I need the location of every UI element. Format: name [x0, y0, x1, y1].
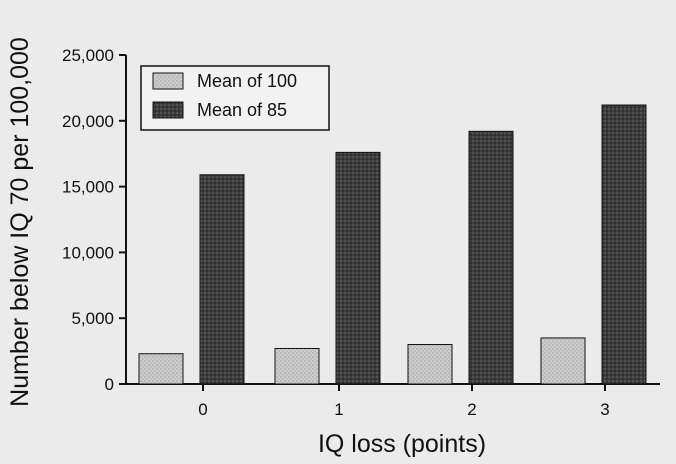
legend: Mean of 100 Mean of 85: [140, 65, 330, 131]
y-ticks: 0 5,000 10,000 15,000 20,000 25,000: [62, 46, 126, 394]
y-axis-title: Number below IQ 70 per 100,000: [6, 37, 34, 407]
x-tick-label: 1: [334, 400, 343, 419]
x-tick-label: 0: [198, 400, 207, 419]
y-tick-label: 0: [105, 375, 114, 394]
bar-mean-100-iq-loss-1: [274, 347, 320, 385]
legend-swatch-mean-100: [152, 72, 184, 90]
y-tick-label: 10,000: [62, 243, 114, 262]
y-tick-label: 20,000: [62, 112, 114, 131]
bars: [138, 104, 647, 385]
bar-mean-100-iq-loss-2: [407, 344, 453, 385]
x-axis-title: IQ loss (points): [318, 430, 486, 458]
x-tick-label: 3: [600, 400, 609, 419]
legend-swatch-mean-85: [152, 101, 184, 119]
y-tick-label: 5,000: [71, 309, 114, 328]
bar-mean-100-iq-loss-0: [138, 353, 184, 385]
legend-label-mean-100: Mean of 100: [197, 71, 297, 91]
bar-mean-85-iq-loss-2: [468, 130, 514, 385]
bar-mean-85-iq-loss-3: [601, 104, 647, 385]
x-ticks: 0 1 2 3: [198, 384, 610, 419]
bar-mean-85-iq-loss-1: [335, 151, 381, 385]
y-tick-label: 15,000: [62, 178, 114, 197]
bar-mean-85-iq-loss-0: [199, 174, 245, 385]
y-tick-label: 25,000: [62, 46, 114, 65]
legend-label-mean-85: Mean of 85: [197, 100, 287, 120]
bar-mean-100-iq-loss-3: [540, 337, 586, 385]
x-tick-label: 2: [467, 400, 476, 419]
